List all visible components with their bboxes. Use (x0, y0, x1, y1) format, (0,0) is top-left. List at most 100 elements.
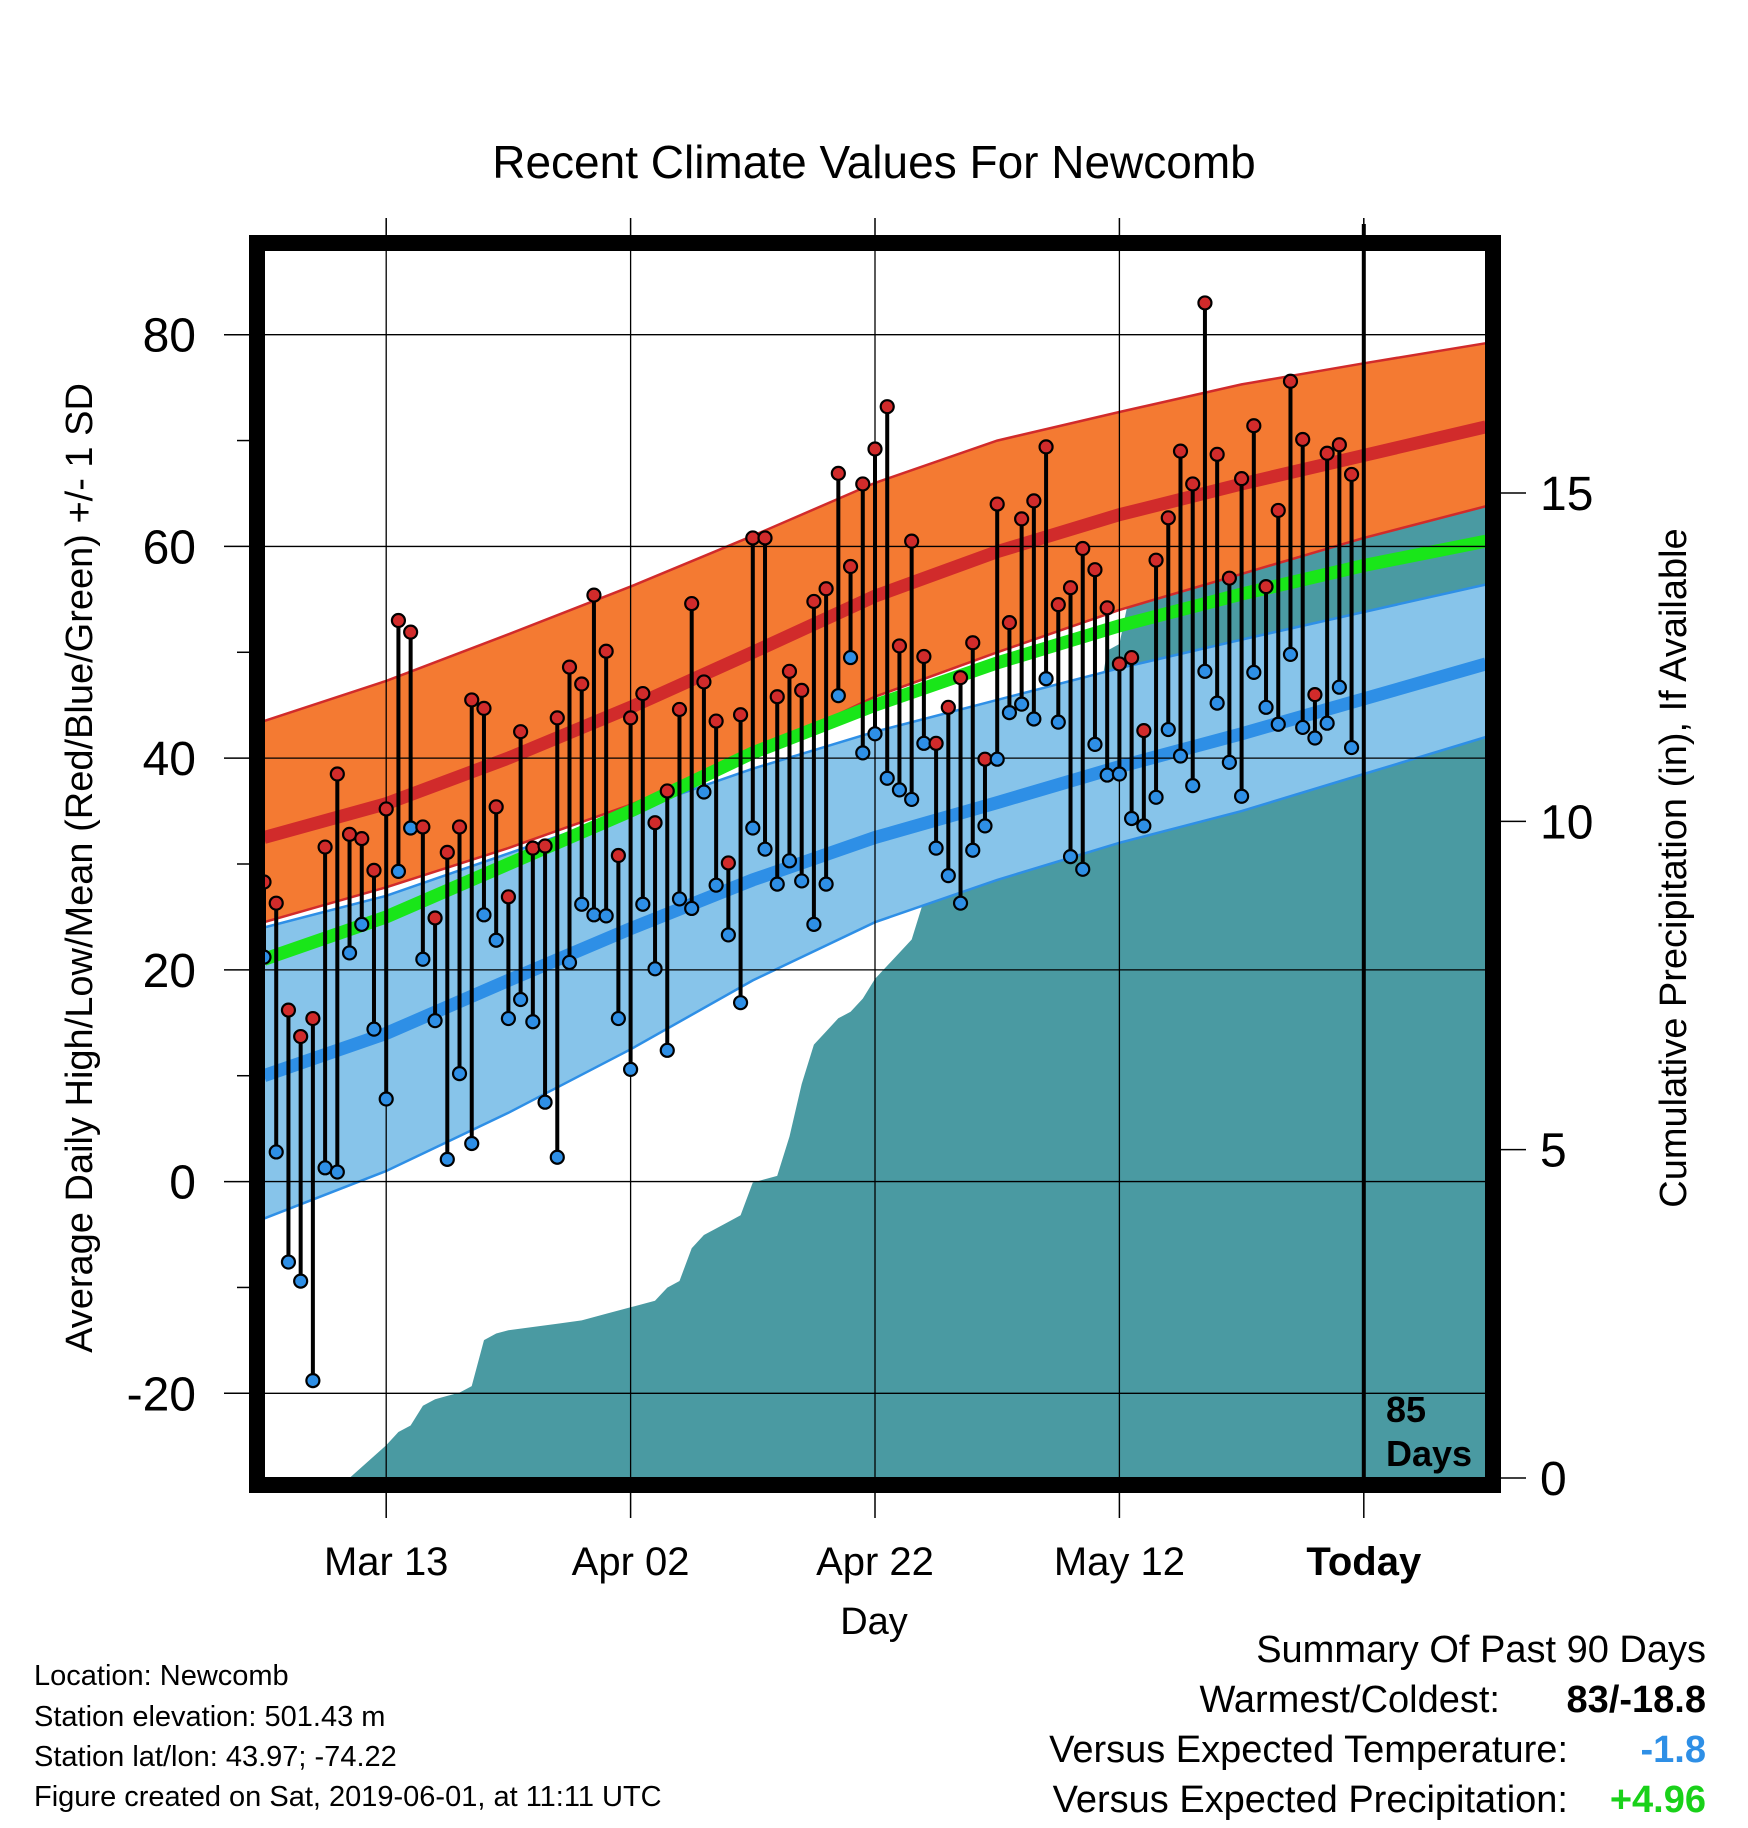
daily-high-point (930, 737, 943, 750)
daily-high-point (1272, 504, 1285, 517)
daily-high-point (856, 477, 869, 490)
daily-low-point (367, 1023, 380, 1036)
daily-high-point (917, 650, 930, 663)
daily-high-point (441, 846, 454, 859)
daily-high-point (991, 498, 1004, 511)
summary-heading: Summary Of Past 90 Days (1256, 1629, 1706, 1671)
daily-high-point (1015, 512, 1028, 525)
y-tick-label-right: 10 (1540, 796, 1593, 849)
daily-high-point (795, 684, 808, 697)
daily-low-point (856, 746, 869, 759)
daily-low-point (1027, 712, 1040, 725)
daily-high-point (649, 816, 662, 829)
footer-elevation: Station elevation: 501.43 m (34, 1701, 385, 1733)
daily-high-point (685, 597, 698, 610)
daily-high-point (954, 671, 967, 684)
daily-low-point (807, 918, 820, 931)
daily-high-point (282, 1004, 295, 1017)
x-tick-label: Today (1306, 1540, 1422, 1584)
daily-low-point (1247, 666, 1260, 679)
daily-high-point (966, 636, 979, 649)
daily-low-point (1162, 723, 1175, 736)
daily-high-point (1064, 581, 1077, 594)
daily-high-point (526, 842, 539, 855)
daily-high-point (905, 535, 918, 548)
daily-low-point (1101, 769, 1114, 782)
daily-low-point (587, 908, 600, 921)
daily-high-point (673, 703, 686, 716)
daily-high-point (1223, 572, 1236, 585)
today-days-count: 85 (1386, 1389, 1426, 1430)
daily-high-point (319, 841, 332, 854)
x-tick-label: Apr 22 (816, 1540, 934, 1584)
daily-high-point (587, 589, 600, 602)
daily-low-point (343, 946, 356, 959)
daily-high-point (1345, 468, 1358, 481)
daily-low-point (404, 822, 417, 835)
footer-latlon: Station lat/lon: 43.97; -74.22 (34, 1741, 397, 1773)
daily-high-point (1211, 448, 1224, 461)
daily-high-point (429, 911, 442, 924)
daily-low-point (893, 783, 906, 796)
daily-low-point (734, 996, 747, 1009)
daily-low-point (416, 953, 429, 966)
daily-low-point (1235, 790, 1248, 803)
summary-warmest-value: 83/-18.8 (1567, 1679, 1706, 1721)
daily-low-point (514, 993, 527, 1006)
daily-high-point (343, 828, 356, 841)
daily-low-point (1076, 863, 1089, 876)
daily-high-point (1174, 445, 1187, 458)
daily-low-point (306, 1374, 319, 1387)
daily-low-point (1125, 812, 1138, 825)
daily-low-point (477, 908, 490, 921)
daily-low-point (746, 822, 759, 835)
summary-temp-label: Versus Expected Temperature: (1049, 1729, 1568, 1771)
daily-high-point (1296, 433, 1309, 446)
daily-high-point (783, 665, 796, 678)
daily-high-point (734, 708, 747, 721)
daily-low-point (1345, 741, 1358, 754)
daily-low-point (1198, 665, 1211, 678)
daily-low-point (331, 1166, 344, 1179)
daily-high-point (1260, 580, 1273, 593)
daily-low-point (1088, 738, 1101, 751)
daily-low-point (771, 878, 784, 891)
daily-low-point (991, 753, 1004, 766)
daily-high-point (1076, 542, 1089, 555)
daily-high-point (722, 856, 735, 869)
y-tick-label-left: 80 (143, 310, 196, 363)
daily-high-point (1247, 419, 1260, 432)
daily-high-point (1198, 296, 1211, 309)
daily-high-point (1125, 651, 1138, 664)
daily-low-point (1284, 648, 1297, 661)
daily-low-point (710, 879, 723, 892)
daily-low-point (380, 1093, 393, 1106)
daily-high-point (844, 560, 857, 573)
daily-low-point (673, 892, 686, 905)
y-tick-label-right: 5 (1540, 1125, 1567, 1178)
daily-high-point (477, 702, 490, 715)
daily-low-point (1321, 717, 1334, 730)
footer-created: Figure created on Sat, 2019-06-01, at 11… (34, 1781, 662, 1813)
climate-chart: 806040200-20151050Mar 13 Apr 02 Apr 22 May … (0, 0, 1748, 1828)
daily-high-point (746, 531, 759, 544)
daily-high-point (1088, 563, 1101, 576)
daily-high-point (306, 1012, 319, 1025)
daily-high-point (1284, 375, 1297, 388)
daily-low-point (966, 844, 979, 857)
daily-high-point (331, 768, 344, 781)
daily-high-point (661, 784, 674, 797)
daily-low-point (820, 878, 833, 891)
daily-low-point (930, 842, 943, 855)
daily-low-point (1113, 768, 1126, 781)
daily-high-point (893, 639, 906, 652)
daily-high-point (759, 531, 772, 544)
daily-high-point (881, 400, 894, 413)
daily-high-point (710, 715, 723, 728)
daily-high-point (453, 820, 466, 833)
daily-high-point (636, 687, 649, 700)
daily-low-point (783, 854, 796, 867)
daily-high-point (1235, 472, 1248, 485)
daily-high-point (1137, 724, 1150, 737)
daily-high-point (465, 693, 478, 706)
